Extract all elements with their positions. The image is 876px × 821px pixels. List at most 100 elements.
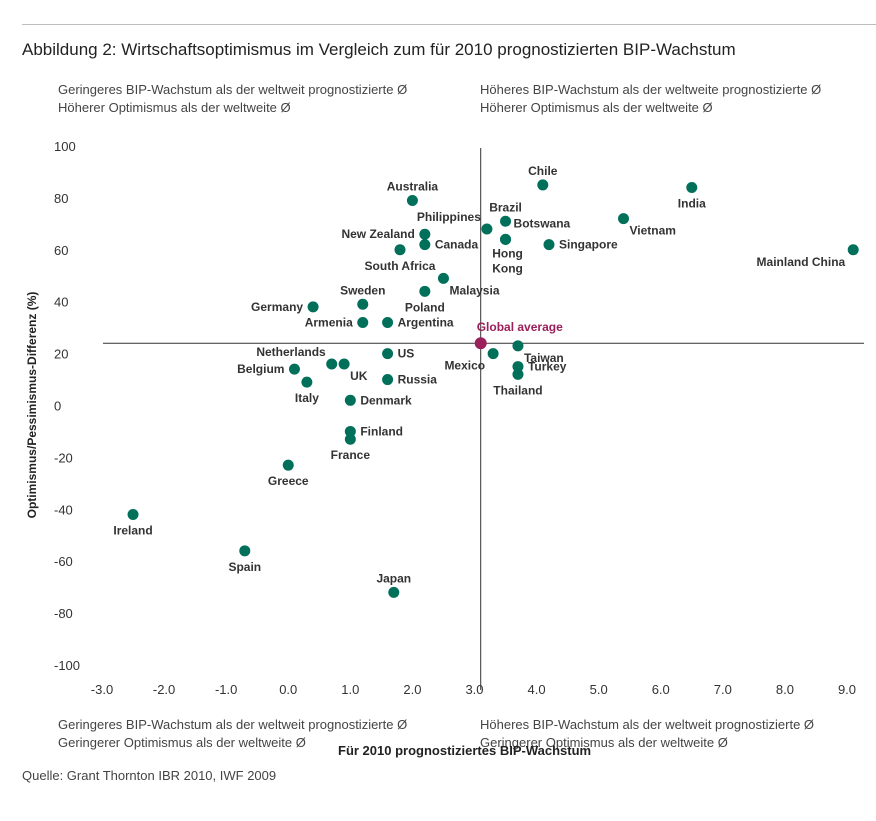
point-taiwan [512, 340, 524, 352]
global-average-label: Global average [477, 320, 563, 334]
label-finland: Finland [360, 424, 403, 438]
x-tick-label: 8.0 [776, 682, 794, 697]
point-armenia [357, 316, 369, 328]
y-tick-label: -60 [54, 554, 73, 569]
data-point-labels: Chile India Australia Brazil Vietnam Philippi… [113, 164, 845, 585]
x-tick-label: 3.0 [465, 682, 483, 697]
label-south-africa: South Africa [365, 259, 436, 273]
quadrant-top-left-line-1: Geringeres BIP-Wachstum als der weltweit… [58, 82, 408, 97]
label-ireland: Ireland [113, 523, 152, 537]
label-sweden: Sweden [340, 283, 385, 297]
point-philippines [481, 223, 493, 235]
label-denmark: Denmark [360, 393, 412, 407]
top-rule [22, 24, 876, 25]
label-belgium: Belgium [237, 362, 284, 376]
point-spain [239, 545, 251, 557]
point-italy [301, 376, 313, 388]
point-germany [307, 301, 319, 313]
point-chile [537, 179, 549, 191]
y-axis-title: Optimismus/Pessimismus-Differenz (%) [25, 292, 39, 519]
label-singapore: Singapore [559, 238, 618, 252]
point-uk [338, 358, 350, 370]
chart-title: Abbildung 2: Wirtschaftsoptimismus im Ve… [22, 40, 736, 59]
label-thailand: Thailand [493, 383, 542, 397]
y-tick-label: -100 [54, 658, 80, 673]
x-tick-label: 5.0 [590, 682, 608, 697]
x-tick-label: -2.0 [153, 682, 175, 697]
label-australia: Australia [387, 179, 439, 193]
point-australia [406, 194, 418, 206]
label-canada: Canada [435, 238, 479, 252]
point-denmark [344, 394, 356, 406]
y-tick-label: 80 [54, 191, 68, 206]
label-brazil: Brazil [489, 200, 522, 214]
point-japan [388, 586, 400, 598]
quadrant-bottom-right-line-1: Höheres BIP-Wachstum als der weltweit pr… [480, 717, 815, 732]
quadrant-top-left-line-2: Höherer Optimismus als der weltweite Ø [58, 100, 291, 115]
point-netherlands [326, 358, 338, 370]
quadrant-bottom-right: Höheres BIP-Wachstum als der weltweit pr… [480, 716, 814, 752]
point-hong-kong [500, 233, 512, 245]
quadrant-bottom-left: Geringeres BIP-Wachstum als der weltweit… [58, 716, 407, 752]
x-tick-label: -1.0 [215, 682, 237, 697]
x-tick-label: 2.0 [403, 682, 421, 697]
quadrant-bottom-left-line-1: Geringeres BIP-Wachstum als der weltweit… [58, 717, 408, 732]
label-argentina: Argentina [398, 315, 454, 329]
point-mexico [487, 348, 499, 360]
y-tick-labels: 100 80 60 40 20 0 -20 -40 -60 -80 -100 [54, 139, 80, 673]
label-botswana: Botswana [514, 216, 571, 230]
point-canada [419, 239, 431, 251]
point-us [382, 348, 394, 360]
x-tick-labels: -3.0 -2.0 -1.0 0.0 1.0 2.0 3.0 4.0 5.0 6.0 7.0 8.0 9… [91, 682, 856, 697]
label-greece: Greece [268, 474, 309, 488]
quadrant-top-right: Höheres BIP-Wachstum als der weltweite p… [480, 81, 821, 117]
label-japan: Japan [376, 571, 411, 585]
label-vietnam: Vietnam [630, 224, 676, 238]
point-ireland [127, 508, 139, 520]
x-tick-label: 7.0 [714, 682, 732, 697]
point-vietnam [618, 213, 629, 225]
label-uk: UK [350, 369, 368, 383]
label-turkey: Turkey [528, 360, 567, 374]
label-malaysia: Malaysia [449, 283, 499, 297]
point-singapore [543, 239, 555, 251]
y-tick-label: -20 [54, 450, 73, 465]
label-france: France [331, 448, 371, 462]
quadrant-top-left: Geringeres BIP-Wachstum als der weltweit… [58, 81, 407, 117]
point-brazil [500, 215, 512, 227]
point-sweden [357, 298, 369, 310]
label-mexico: Mexico [444, 359, 485, 373]
quadrant-bottom-left-line-2: Geringerer Optimismus als der weltweite … [58, 735, 306, 750]
label-netherlands: Netherlands [256, 345, 326, 359]
label-us: US [398, 347, 415, 361]
label-spain: Spain [228, 560, 261, 574]
label-russia: Russia [398, 373, 438, 387]
data-points [127, 179, 859, 598]
x-tick-label: 6.0 [652, 682, 670, 697]
point-turkey [512, 361, 524, 373]
point-greece [282, 459, 294, 471]
label-mainland-china: Mainland China [757, 255, 846, 269]
point-argentina [382, 316, 394, 328]
label-italy: Italy [295, 391, 319, 405]
y-tick-label: -80 [54, 606, 73, 621]
point-belgium [288, 363, 300, 375]
x-tick-label: 9.0 [838, 682, 856, 697]
label-philippines: Philippines [417, 210, 481, 224]
label-germany: Germany [251, 300, 303, 314]
point-thailand [512, 368, 524, 380]
quadrant-top-right-line-2: Höherer Optimismus als der weltweite Ø [480, 100, 713, 115]
point-mainland-china [847, 244, 859, 256]
x-tick-label: 0.0 [279, 682, 297, 697]
global-average-point [474, 337, 487, 350]
label-chile: Chile [528, 164, 558, 178]
y-tick-label: -40 [54, 502, 73, 517]
point-russia [382, 374, 394, 386]
label-poland: Poland [405, 300, 445, 314]
x-tick-label: -3.0 [91, 682, 113, 697]
quadrant-top-right-line-1: Höheres BIP-Wachstum als der weltweite p… [480, 82, 822, 97]
x-tick-label: 4.0 [528, 682, 546, 697]
point-malaysia [437, 272, 449, 284]
y-tick-label: 0 [54, 399, 61, 414]
